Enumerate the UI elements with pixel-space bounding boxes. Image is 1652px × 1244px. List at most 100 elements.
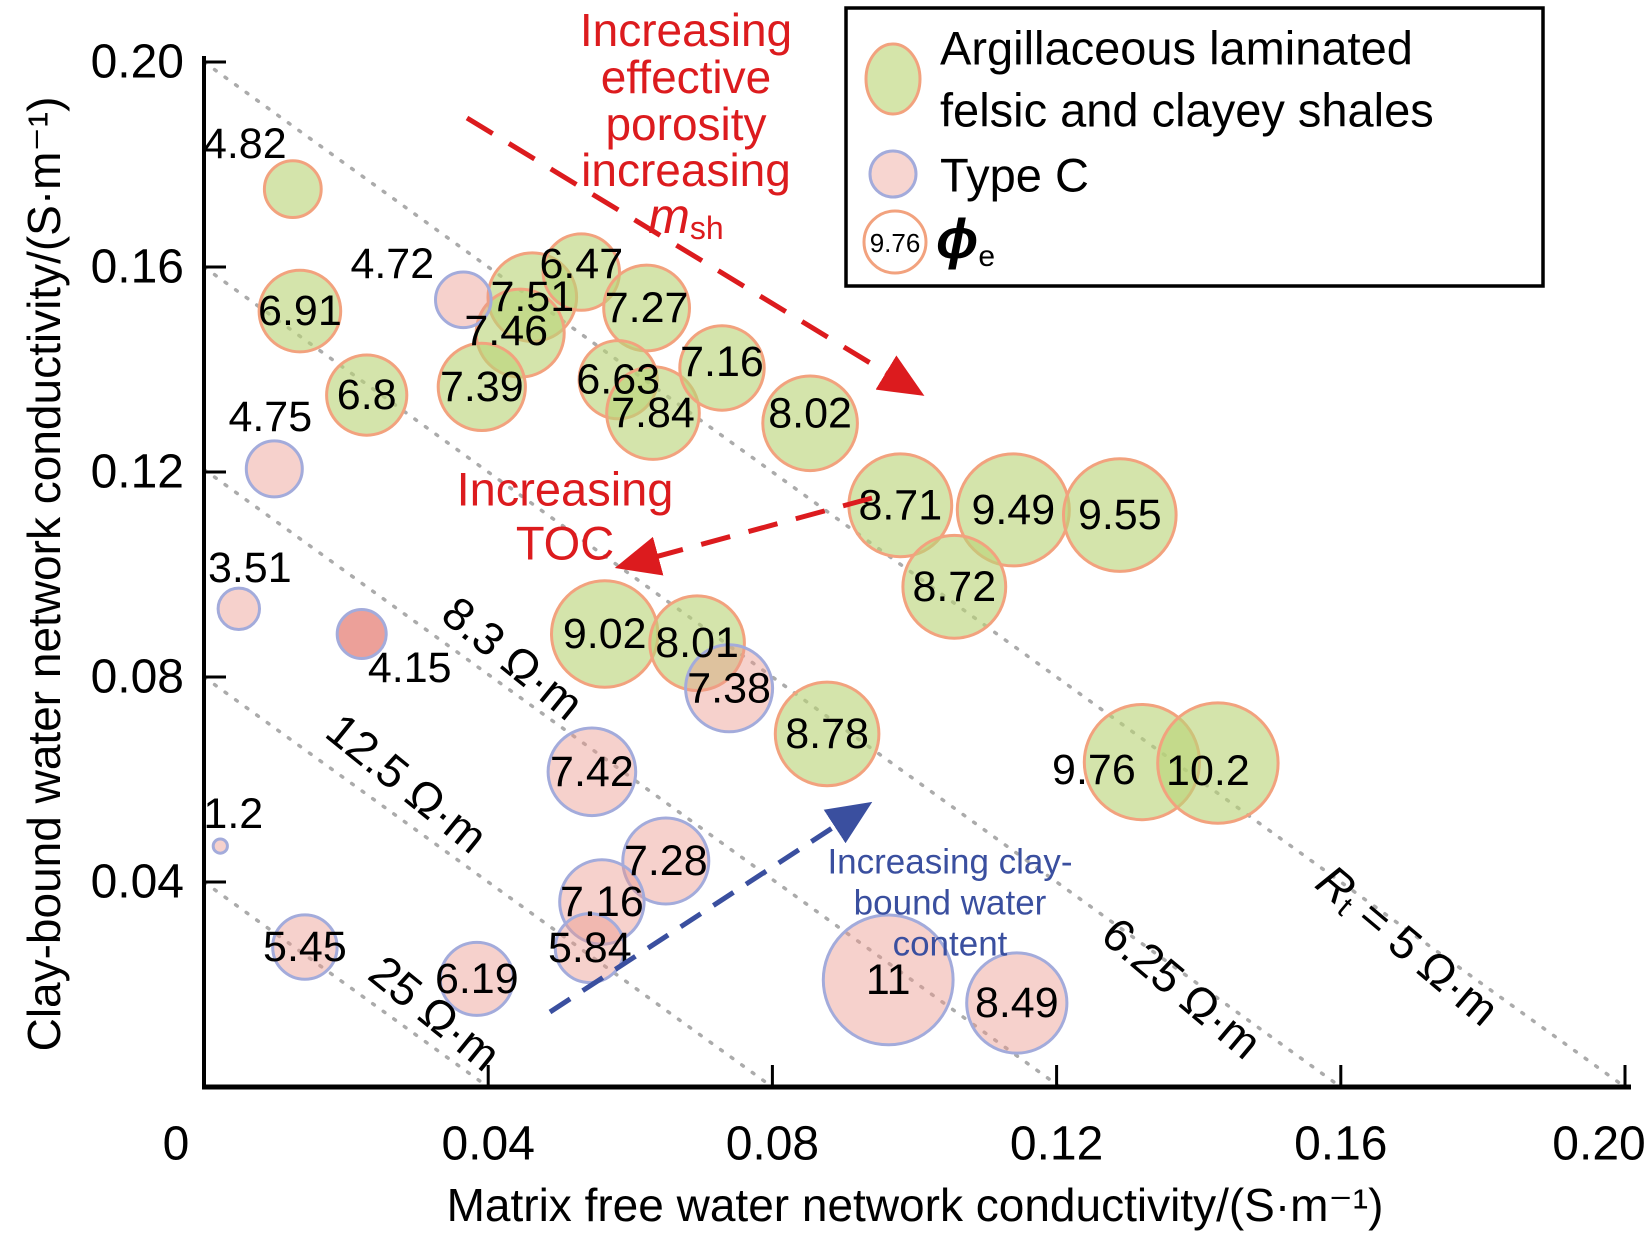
x-tick-label: 0.04 xyxy=(441,1118,534,1171)
bubble-label: 8.78 xyxy=(785,710,869,758)
bubble-label: 7.16 xyxy=(560,878,644,926)
iso-line xyxy=(202,675,775,1089)
x-tick-label: 0.16 xyxy=(1294,1118,1387,1171)
bubble-label: 7.46 xyxy=(464,307,548,355)
legend-marker-type-c xyxy=(868,149,918,199)
bubble-label: 7.51 xyxy=(490,273,574,321)
bubble xyxy=(541,232,621,312)
bubble xyxy=(558,858,646,946)
bubble-label: 7.84 xyxy=(611,389,695,437)
bubble-label: 9.02 xyxy=(563,610,647,658)
toc-line-1: Increasing xyxy=(457,463,674,516)
x-tick-label: 0.12 xyxy=(1010,1118,1103,1171)
phi-symbol: ϕ xyxy=(936,207,978,270)
legend-phi-sample-value: 9.76 xyxy=(870,228,921,258)
cbw-line-2: bound water xyxy=(854,884,1047,923)
bubble-label: 8.49 xyxy=(975,979,1059,1027)
bubble xyxy=(325,353,409,437)
data-bubbles xyxy=(211,159,1280,1055)
bubble xyxy=(648,594,746,693)
bubble-label: 6.8 xyxy=(337,371,397,419)
porosity-annotation: Increasing effective porosity increasing… xyxy=(580,4,792,246)
cbw-line-3: content xyxy=(893,925,1008,964)
bubble xyxy=(621,816,711,906)
bubble xyxy=(434,270,493,330)
y-tick-label: 0.16 xyxy=(91,241,184,294)
legend-marker-shales xyxy=(864,42,922,116)
porosity-line-1: Increasing xyxy=(580,4,792,56)
bubble-label: 6.47 xyxy=(539,240,623,288)
bubble xyxy=(211,837,229,855)
bubble-label: 6.19 xyxy=(435,955,519,1003)
bubble xyxy=(1156,701,1280,825)
bubble-label: 8.02 xyxy=(768,389,852,437)
bubble-label: 3.51 xyxy=(208,544,292,592)
x-tick-label: 0.20 xyxy=(1552,1118,1645,1171)
bubble xyxy=(553,912,626,985)
cbw-annotation: Increasing clay- bound water content xyxy=(827,843,1072,964)
bubble xyxy=(678,324,766,412)
bubble-value-labels: 4.826.91 7.517.466.477.276.8 7.39 6.637.847… xyxy=(203,120,1250,1027)
bubble xyxy=(271,913,339,981)
bubble-label: 6.91 xyxy=(258,287,342,335)
porosity-line-2: effective xyxy=(601,51,771,103)
bubble-label: 4.72 xyxy=(350,240,434,288)
bubble xyxy=(335,608,388,660)
toc-line-2: TOC xyxy=(516,517,614,570)
toc-arrow xyxy=(614,495,873,576)
bubble-label: 8.72 xyxy=(912,563,996,611)
legend-marker-phi xyxy=(862,209,928,275)
bubble xyxy=(438,940,515,1017)
legend-label-type-c: Type C xyxy=(940,149,1089,202)
bubble xyxy=(1062,457,1178,573)
bubble xyxy=(244,439,304,499)
x-axis-title: Matrix free water network conductivity/(… xyxy=(447,1179,1384,1231)
x-tick-label: 0.08 xyxy=(726,1118,819,1171)
bubble xyxy=(901,533,1008,640)
axis-ticks: 0.04 0.08 0.12 0.16 0.20 0 0.04 0.08 0.12 0.16 0.2… xyxy=(91,36,1646,1171)
bubble-label: 7.38 xyxy=(687,664,771,712)
y-tick-label: 0.08 xyxy=(91,651,184,704)
cbw-line-1: Increasing clay- xyxy=(827,843,1072,882)
toc-annotation: Increasing TOC xyxy=(457,463,674,570)
bubble xyxy=(257,268,343,354)
bubble-label: 9.55 xyxy=(1078,491,1162,539)
bubble-label: 4.82 xyxy=(203,120,287,168)
x-tick-label: 0 xyxy=(163,1118,190,1171)
legend-label-shales-line1: Argillaceous laminated xyxy=(940,22,1413,75)
bubble xyxy=(761,374,859,473)
legend: Argillaceous laminated felsic and clayey… xyxy=(844,6,1545,288)
bubble-label: 11 xyxy=(866,956,911,1004)
bubble-label: 8.71 xyxy=(858,481,942,529)
bubble-label: 1.2 xyxy=(203,790,263,838)
bubble xyxy=(684,643,775,734)
iso-label: Rt = 5 Ω·m xyxy=(1306,854,1509,1037)
iso-label: 6.25 Ω·m xyxy=(1092,907,1271,1069)
legend-box xyxy=(844,6,1545,288)
bubble xyxy=(605,365,701,461)
phi-e-symbol: ϕe xyxy=(936,207,995,273)
bubble-label: 5.84 xyxy=(548,924,632,972)
porosity-line-4: increasing xyxy=(581,144,791,196)
bubble-label: 7.39 xyxy=(440,363,524,411)
m-sh-symbol: msh xyxy=(648,188,723,246)
bubble-label: 7.42 xyxy=(550,748,634,796)
y-tick-label: 0.04 xyxy=(91,856,184,909)
bubble xyxy=(965,951,1069,1055)
bubble xyxy=(216,586,262,631)
cbw-arrow xyxy=(548,801,873,1015)
bubble-label: 10.2 xyxy=(1166,747,1250,795)
bubble-label: 8.01 xyxy=(655,619,739,667)
bubble-label: 9.49 xyxy=(971,486,1055,534)
bubble-label: 7.16 xyxy=(680,338,764,386)
bubble-label: 4.75 xyxy=(228,393,312,441)
m-symbol: m xyxy=(648,188,690,244)
bubble xyxy=(821,913,955,1047)
bubble-label: 9.76 xyxy=(1052,746,1136,794)
porosity-line-3: porosity xyxy=(605,98,766,150)
y-tick-label: 0.20 xyxy=(91,36,184,89)
sh-subscript: sh xyxy=(690,210,724,246)
bubble-label: 5.45 xyxy=(263,923,347,971)
